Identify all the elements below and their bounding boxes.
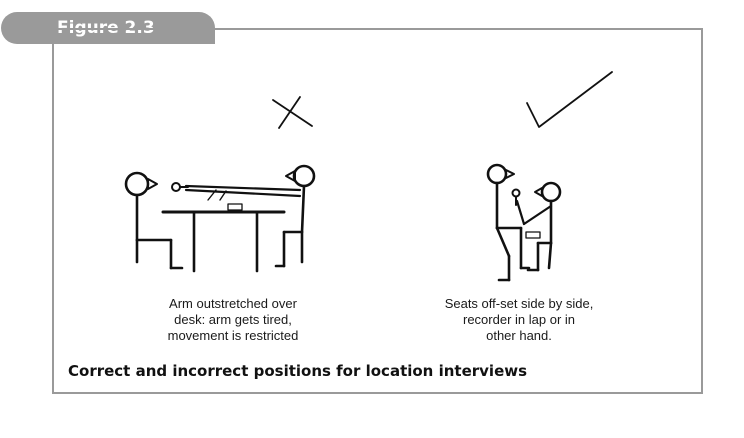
incorrect-position-caption: Arm outstretched over desk: arm gets tir…: [167, 296, 299, 343]
microphone-left-scene: [171, 182, 189, 192]
desk-interview-scene: [124, 164, 316, 273]
side-by-side-scene: [486, 163, 562, 282]
figure-frame: [52, 28, 703, 394]
recorder-in-lap: [525, 231, 541, 239]
check-icon: [526, 71, 613, 128]
interviewee-figure-left: [124, 171, 184, 270]
interviewer-figure-right-scene: [515, 181, 562, 272]
recorder-on-desk: [227, 203, 243, 211]
figure-caption: Correct and incorrect positions for loca…: [68, 362, 528, 380]
correct-position-caption: Seats off-set side by side, recorder in …: [444, 296, 594, 343]
interviewer-figure-left-scene: [184, 164, 316, 268]
desk: [161, 210, 286, 273]
microphone-right-scene: [511, 188, 521, 206]
interviewee-figure-right: [486, 163, 531, 282]
cross-icon: [272, 96, 313, 129]
